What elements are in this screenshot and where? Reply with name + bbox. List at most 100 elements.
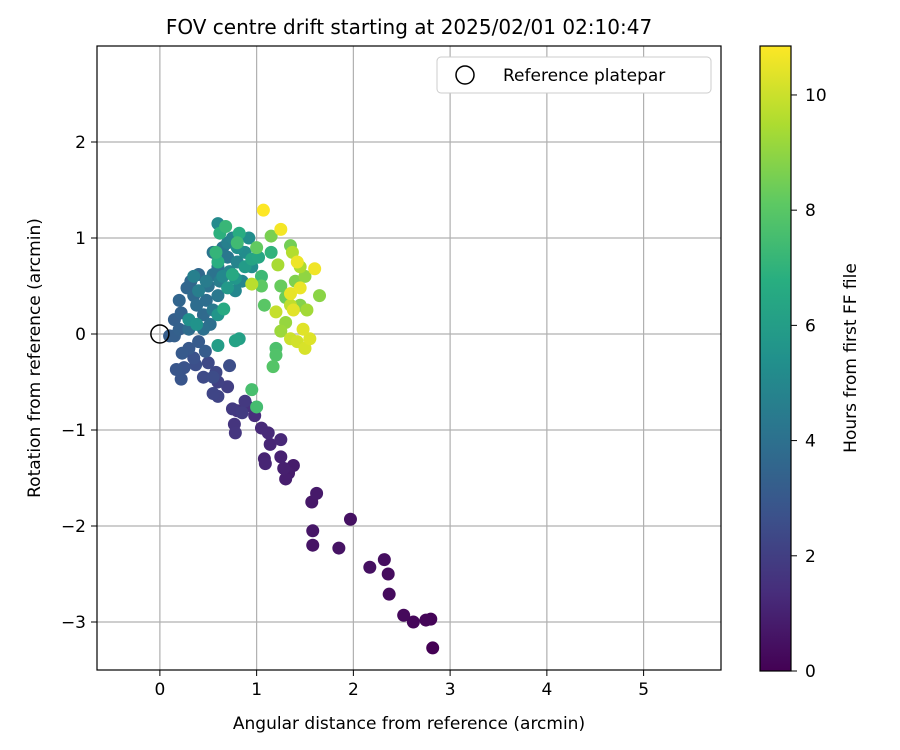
x-tick-label: 1 <box>251 680 262 700</box>
reference-point-marker <box>150 324 170 344</box>
data-point <box>221 281 235 295</box>
data-point <box>264 229 278 243</box>
x-tick-label: 5 <box>638 680 649 700</box>
data-point <box>192 284 206 298</box>
data-point <box>198 344 212 358</box>
data-point <box>216 269 230 283</box>
data-point <box>377 553 391 567</box>
y-tick-label: −1 <box>61 421 86 441</box>
data-point <box>250 241 264 255</box>
data-point <box>306 524 320 538</box>
data-point <box>169 363 183 377</box>
data-point <box>296 322 310 336</box>
data-point <box>245 277 259 291</box>
data-point <box>269 348 283 362</box>
legend-marker-icon <box>455 65 475 85</box>
data-point <box>223 359 237 373</box>
x-tick-label: 4 <box>541 680 552 700</box>
data-point <box>175 346 189 360</box>
colorbar-gradient <box>759 45 792 672</box>
x-axis-label: Angular distance from reference (arcmin) <box>233 714 585 734</box>
data-point <box>228 426 242 440</box>
x-tick-label: 3 <box>445 680 456 700</box>
data-point <box>235 406 249 420</box>
data-point <box>228 334 242 348</box>
colorbar: 0 2 4 6 8 10 Hours from first FF file <box>759 45 861 682</box>
data-point <box>419 613 433 627</box>
data-point <box>219 219 233 233</box>
y-tick-label: −2 <box>61 517 86 537</box>
colorbar-ticks: 0 2 4 6 8 10 <box>791 86 827 682</box>
y-axis-ticks: −3 −2 −1 0 1 2 <box>61 133 97 633</box>
data-point <box>230 236 244 250</box>
data-point <box>274 324 288 338</box>
data-point <box>174 372 188 386</box>
data-point <box>190 317 204 331</box>
data-point <box>274 279 288 293</box>
data-point <box>298 269 312 283</box>
data-point <box>306 538 320 552</box>
chart-title: FOV centre drift starting at 2025/02/01 … <box>166 15 652 39</box>
data-point <box>254 269 268 283</box>
data-point <box>313 289 327 303</box>
data-point <box>293 281 307 295</box>
data-point <box>254 421 268 435</box>
data-point <box>225 267 239 281</box>
data-point <box>343 512 357 526</box>
data-point <box>426 641 440 655</box>
grid <box>97 46 721 670</box>
y-tick-label: 0 <box>75 325 86 345</box>
data-point <box>332 541 346 555</box>
colorbar-tick-label: 8 <box>805 201 816 221</box>
data-point <box>274 450 288 464</box>
data-point <box>206 387 220 401</box>
x-tick-label: 2 <box>348 680 359 700</box>
data-point <box>406 615 420 629</box>
x-tick-label: 0 <box>154 680 165 700</box>
data-point <box>187 351 201 365</box>
legend: Reference platepar <box>436 56 712 94</box>
data-point <box>211 339 225 353</box>
plot-area: 0 1 2 3 4 5 −3 −2 −1 0 1 2 <box>61 45 722 700</box>
data-point <box>279 472 293 486</box>
data-point <box>172 322 186 336</box>
data-point <box>199 293 213 307</box>
data-point <box>221 250 235 264</box>
data-point <box>250 400 264 414</box>
data-point <box>286 303 300 317</box>
data-point <box>381 567 395 581</box>
y-tick-label: 1 <box>75 229 86 249</box>
data-point <box>238 394 252 408</box>
data-point <box>300 303 314 317</box>
legend-entry-reference-platepar: Reference platepar <box>503 66 665 86</box>
data-point <box>190 298 204 312</box>
colorbar-tick-label: 4 <box>805 432 816 452</box>
legend-box <box>436 56 712 94</box>
data-point <box>196 308 210 322</box>
plot-frame <box>96 45 722 671</box>
data-point <box>269 305 283 319</box>
data-point <box>201 356 215 370</box>
colorbar-tick-label: 0 <box>805 662 816 682</box>
data-point <box>209 245 223 259</box>
colorbar-tick-label: 2 <box>805 547 816 567</box>
data-point <box>363 560 377 574</box>
data-point <box>254 279 268 293</box>
data-point <box>196 370 210 384</box>
data-point <box>310 486 324 500</box>
data-point <box>263 437 277 451</box>
data-point <box>221 380 235 394</box>
data-point <box>277 461 291 475</box>
data-point <box>382 587 396 601</box>
data-point <box>206 370 220 384</box>
colorbar-label: Hours from first FF file <box>841 263 861 453</box>
data-point <box>217 302 231 316</box>
colorbar-tick-label: 10 <box>805 86 827 106</box>
data-point <box>258 457 272 471</box>
data-point <box>308 262 322 276</box>
data-point <box>274 222 288 236</box>
y-axis-label: Rotation from reference (arcmin) <box>25 218 45 498</box>
y-tick-label: −3 <box>61 613 86 633</box>
data-point <box>298 341 312 355</box>
